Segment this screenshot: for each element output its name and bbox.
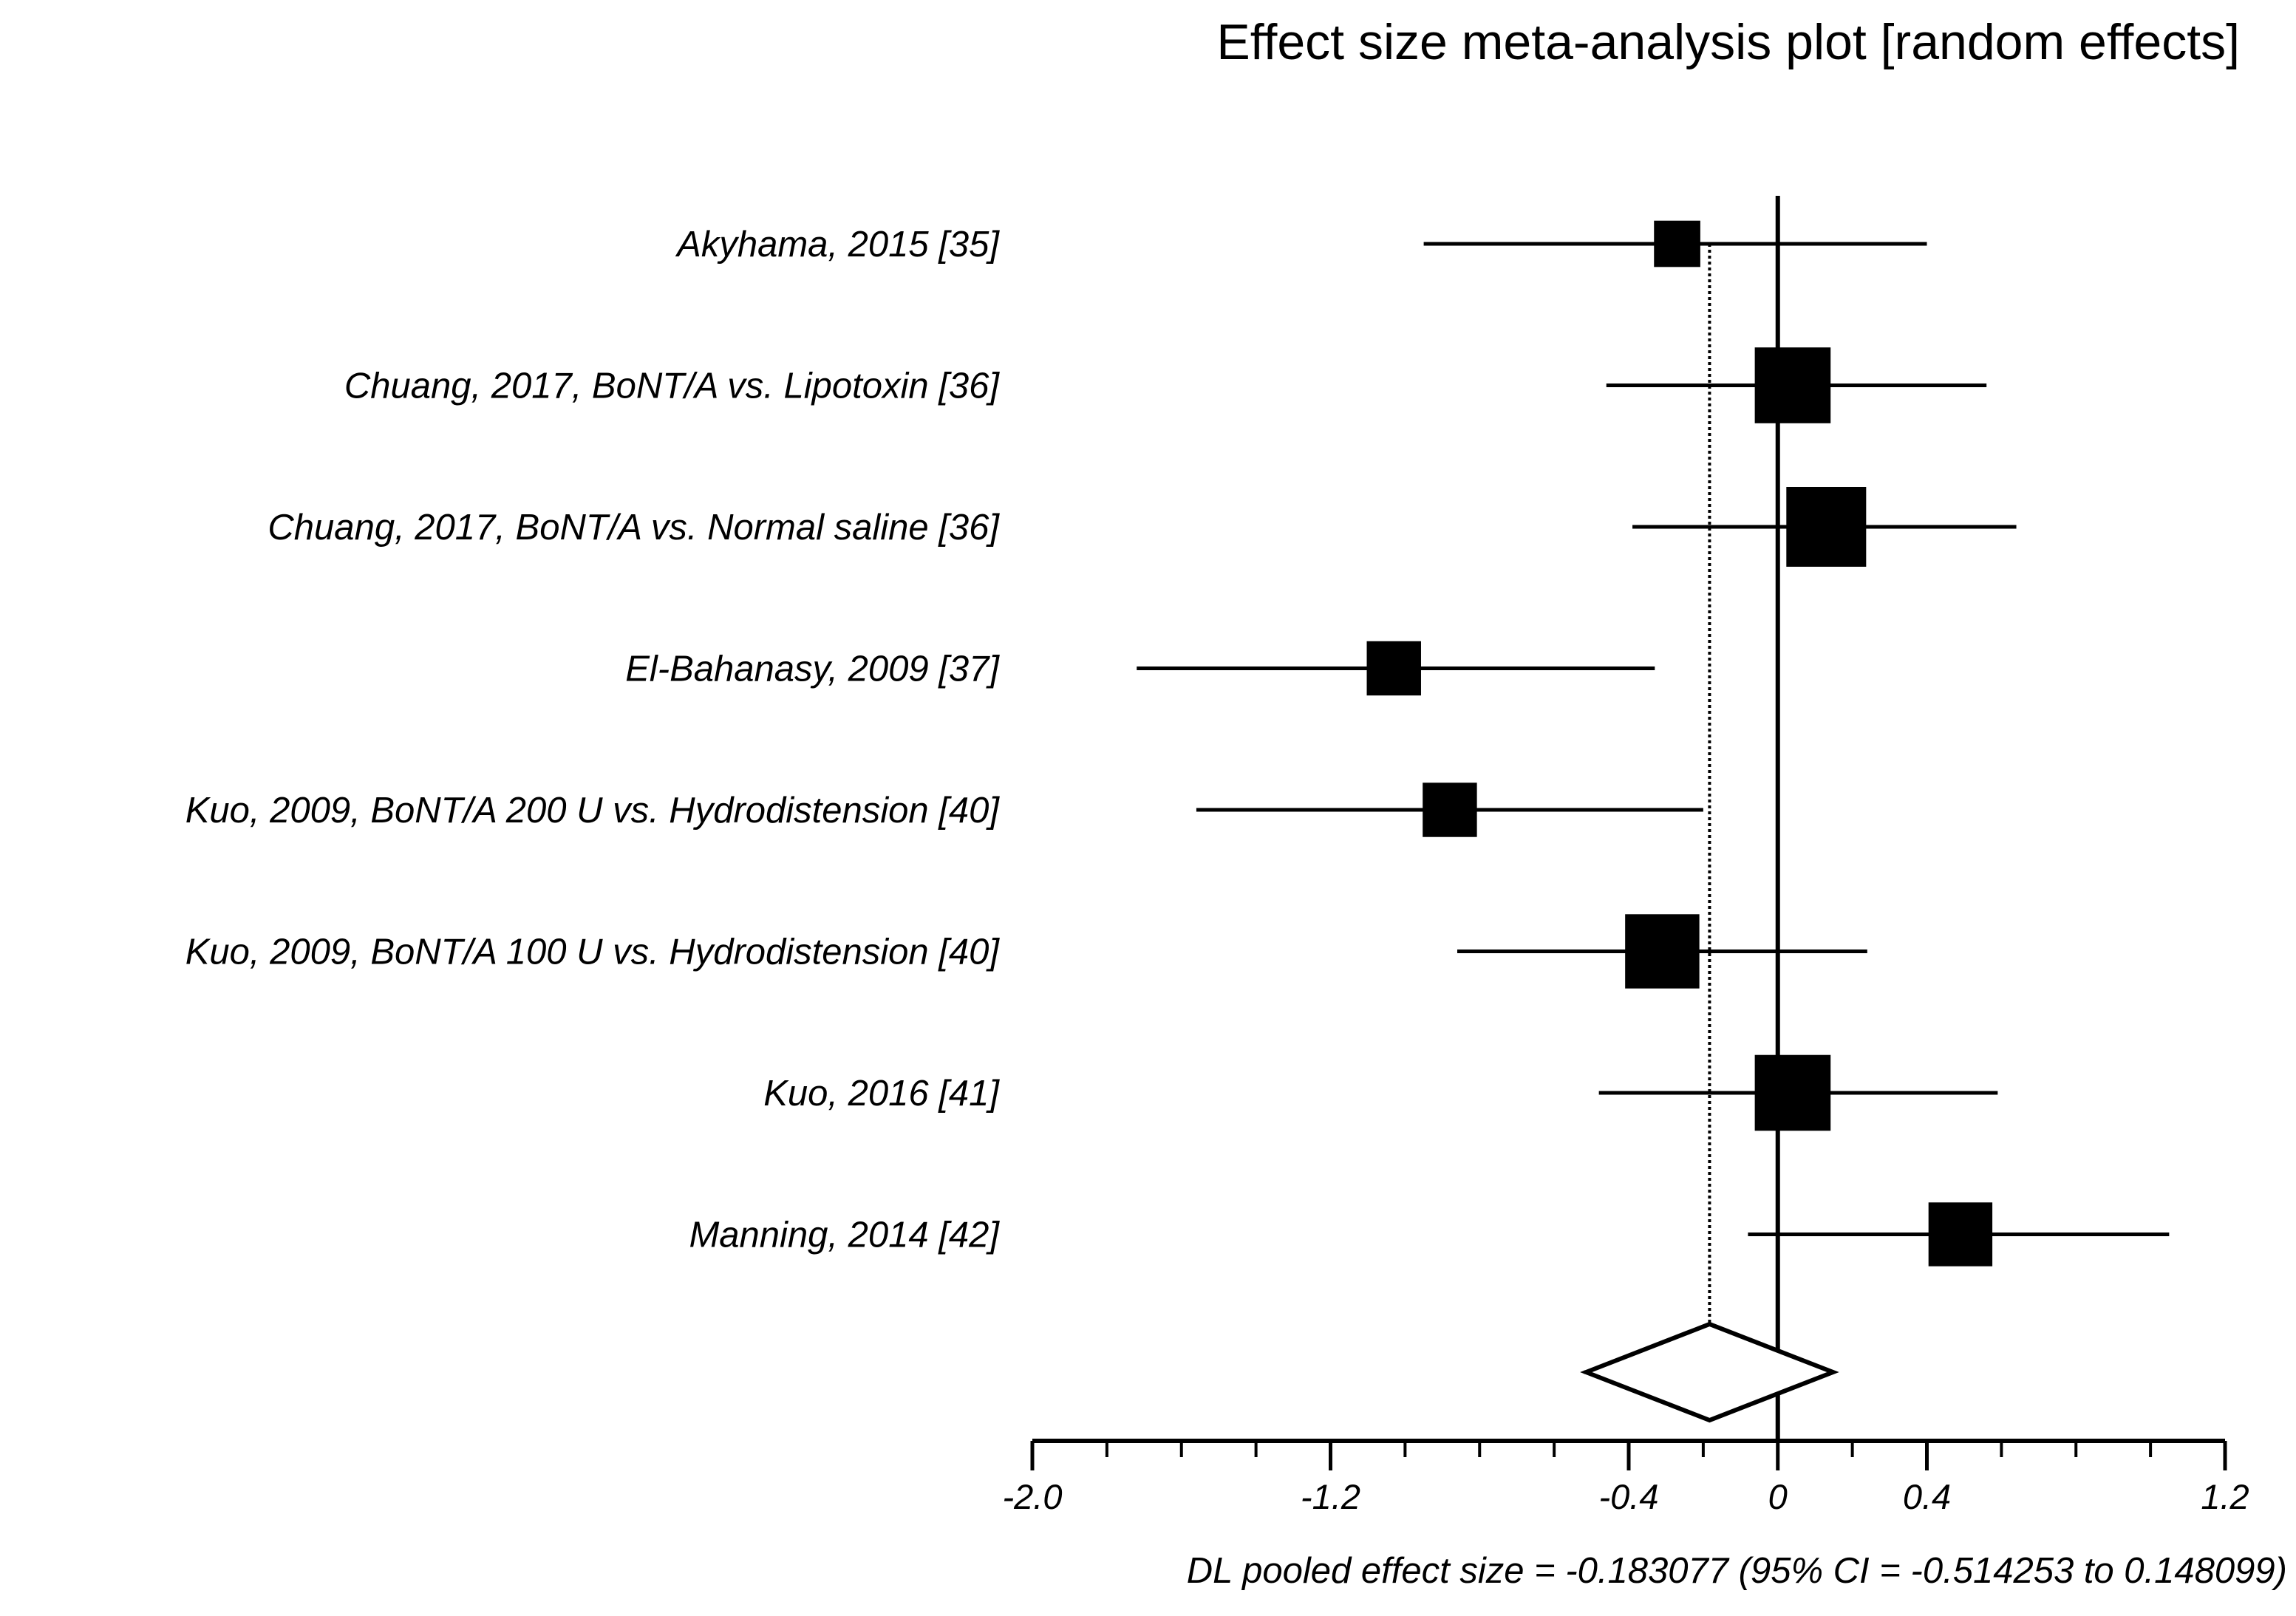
study-label: Kuo, 2016 [41] xyxy=(763,1074,1000,1114)
study-label: Chuang, 2017, BoNT/A vs. Normal saline [… xyxy=(268,508,1000,548)
study-label: El-Bahanasy, 2009 [37] xyxy=(625,650,1000,689)
study-effect-square xyxy=(1423,783,1477,837)
x-tick-label: 1.2 xyxy=(2201,1477,2249,1516)
chart-title: Effect size meta-analysis plot [random e… xyxy=(1216,14,2240,70)
study-effect-square xyxy=(1754,347,1831,423)
x-tick-label: 0 xyxy=(1768,1477,1788,1516)
study-label: Kuo, 2009, BoNT/A 100 U vs. Hydrodistens… xyxy=(185,933,1001,972)
plot-area: Akyhama, 2015 [35] Chuang, 2017, BoNT/A v… xyxy=(185,196,2249,1516)
x-tick-label: 0.4 xyxy=(1903,1477,1951,1516)
x-tick-label: -2.0 xyxy=(1003,1477,1063,1516)
study-effect-square xyxy=(1786,487,1867,567)
pooled-effect-diamond xyxy=(1580,1321,1839,1423)
study-effect-square xyxy=(1654,220,1700,267)
study-label: Kuo, 2009, BoNT/A 200 U vs. Hydrodistens… xyxy=(185,791,1001,831)
study-label: Manning, 2014 [42] xyxy=(689,1216,1000,1255)
x-tick-label: -0.4 xyxy=(1599,1477,1659,1516)
x-axis-label: DL pooled effect size = -0.183077 (95% C… xyxy=(1187,1551,2287,1591)
study-effect-square xyxy=(1754,1054,1831,1131)
study-label: Akyhama, 2015 [35] xyxy=(675,225,1000,265)
study-effect-square xyxy=(1366,641,1421,696)
study-effect-square xyxy=(1928,1202,1993,1266)
x-tick-label: -1.2 xyxy=(1301,1477,1360,1516)
study-label: Chuang, 2017, BoNT/A vs. Lipotoxin [36] xyxy=(344,367,1001,406)
study-effect-square xyxy=(1625,914,1700,989)
